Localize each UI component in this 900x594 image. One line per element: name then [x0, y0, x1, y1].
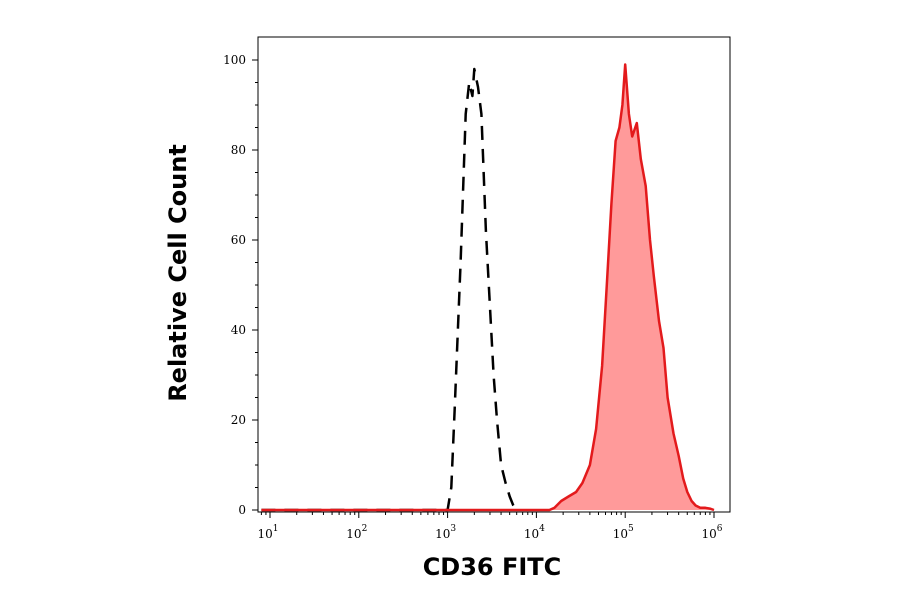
series-0-line: [261, 67, 519, 512]
x-tick-base: 10: [524, 527, 539, 541]
x-tick-base: 10: [435, 527, 450, 541]
y-tick-label: 20: [231, 413, 246, 427]
x-tick-label: 106: [701, 524, 722, 541]
x-tick-exponent: 1: [273, 524, 279, 534]
x-tick-label: 103: [435, 524, 456, 541]
x-tick-base: 10: [701, 527, 716, 541]
series-layer: [261, 63, 715, 512]
plot-frame: [257, 36, 731, 513]
x-tick-label: 105: [613, 524, 634, 541]
x-tick-exponent: 2: [362, 524, 368, 534]
series-1-line: [261, 63, 715, 512]
x-tick-exponent: 6: [717, 524, 723, 534]
x-tick-label: 101: [257, 524, 278, 541]
x-tick-base: 10: [346, 527, 361, 541]
x-tick-exponent: 3: [450, 524, 456, 534]
x-tick-label: 102: [346, 524, 367, 541]
x-tick-base: 10: [257, 527, 272, 541]
series-1-area: [261, 64, 714, 510]
x-tick-exponent: 5: [628, 524, 634, 534]
x-tick-label: 104: [524, 524, 545, 541]
x-tick-exponent: 4: [539, 524, 545, 534]
y-tick-label: 0: [238, 503, 246, 517]
y-axis-title: Relative Cell Count: [164, 144, 192, 402]
y-tick-label: 100: [223, 53, 246, 67]
y-tick-label: 60: [231, 233, 246, 247]
y-tick-label: 80: [231, 143, 246, 157]
x-axis-title: CD36 FITC: [423, 553, 562, 581]
x-tick-base: 10: [613, 527, 628, 541]
y-tick-label: 40: [231, 323, 246, 337]
